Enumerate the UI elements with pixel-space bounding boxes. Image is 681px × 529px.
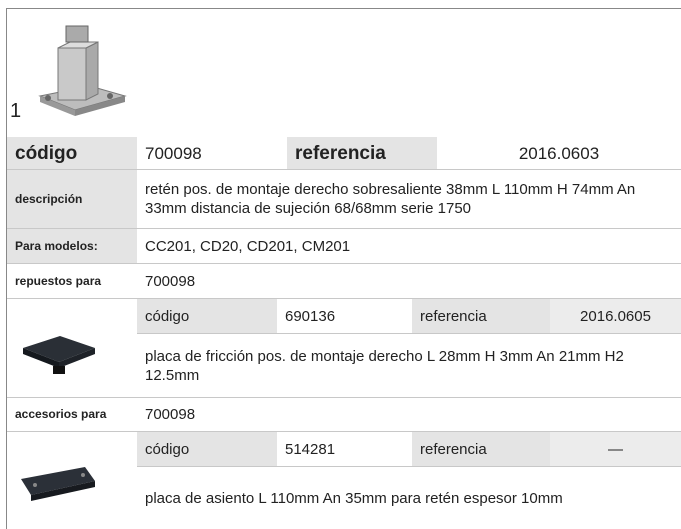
product-image xyxy=(38,25,127,116)
image-cell xyxy=(7,299,137,398)
label: código xyxy=(7,137,137,170)
label: Para modelos: xyxy=(7,229,137,264)
accessory-image xyxy=(21,466,95,501)
label: referencia xyxy=(412,432,550,467)
value: 700098 xyxy=(137,398,681,432)
value: 2016.0605 xyxy=(550,299,681,334)
description: placa de asiento L 110mm An 35mm para re… xyxy=(145,489,563,507)
value: 700098 xyxy=(137,264,681,299)
description: retén pos. de montaje derecho sobresalie… xyxy=(137,170,681,229)
frame xyxy=(6,8,681,529)
value: — xyxy=(550,432,681,467)
value: 700098 xyxy=(137,137,287,170)
value: 514281 xyxy=(277,432,412,467)
label: accesorios para xyxy=(7,398,137,432)
spare-image xyxy=(23,336,95,374)
description: placa de fricción pos. de montaje derech… xyxy=(137,334,681,398)
value: 2016.0603 xyxy=(437,137,681,170)
label: referencia xyxy=(287,137,437,170)
label: repuestos para xyxy=(7,264,137,299)
label: descripción xyxy=(7,170,137,229)
label: código xyxy=(137,432,277,467)
label: referencia xyxy=(412,299,550,334)
item-number: 1 xyxy=(10,100,22,122)
label: código xyxy=(137,299,277,334)
image-cell xyxy=(7,432,137,529)
models: CC201, CD20, CD201, CM201 xyxy=(137,229,681,264)
value: 690136 xyxy=(277,299,412,334)
